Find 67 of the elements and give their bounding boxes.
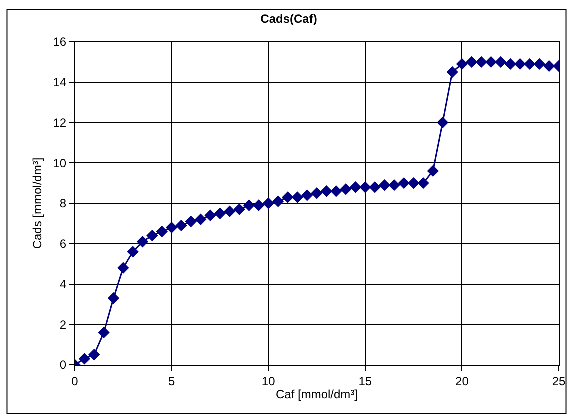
point	[88, 349, 100, 361]
point	[262, 198, 274, 210]
point	[320, 186, 333, 198]
point	[534, 58, 546, 70]
chart-title: Cads(Caf)	[260, 12, 318, 26]
point	[301, 190, 314, 202]
point	[446, 66, 458, 78]
point	[378, 179, 391, 192]
y-tick-label: 2	[60, 318, 67, 332]
point	[504, 58, 516, 70]
point	[156, 226, 168, 238]
point	[485, 56, 498, 68]
point	[282, 192, 294, 204]
x-tick-label: 15	[358, 374, 372, 388]
y-axis-title: Cads [mmol/dm³]	[30, 158, 45, 250]
point	[427, 165, 440, 178]
point	[136, 236, 149, 248]
point	[185, 216, 198, 228]
point	[78, 353, 91, 365]
point	[98, 326, 110, 339]
y-tick-label: 16	[53, 35, 67, 50]
x-tick-label: 0	[72, 374, 79, 388]
y-tick-label: 14	[53, 76, 67, 90]
point	[311, 188, 323, 200]
point	[408, 177, 420, 190]
y-tick-label: 4	[60, 277, 67, 292]
point	[234, 204, 246, 216]
point	[224, 206, 236, 218]
point	[418, 177, 430, 190]
point	[543, 60, 556, 72]
point	[330, 186, 342, 198]
y-tick-label: 8	[60, 196, 67, 211]
y-tick-label: 6	[60, 237, 67, 252]
point	[466, 56, 478, 68]
point	[253, 200, 265, 212]
point	[476, 56, 488, 68]
point	[514, 58, 526, 70]
point	[398, 177, 410, 190]
point	[204, 210, 216, 222]
point	[388, 179, 400, 192]
point	[146, 230, 158, 242]
point	[176, 220, 188, 232]
point	[166, 222, 178, 234]
point	[360, 182, 372, 194]
point	[436, 116, 449, 129]
x-tick-label: 5	[168, 374, 176, 388]
x-axis-title: Caf [mmol/dm³]	[276, 387, 358, 402]
point	[495, 56, 507, 68]
point	[127, 246, 139, 258]
x-tick-label: 25	[552, 374, 566, 388]
point	[272, 196, 284, 208]
point	[369, 182, 381, 194]
point	[524, 58, 536, 70]
point	[456, 58, 468, 70]
point	[214, 208, 226, 220]
x-tick-label: 10	[262, 374, 276, 388]
point	[194, 214, 207, 226]
y-tick-label: 10	[53, 156, 67, 170]
y-tick-label: 12	[53, 116, 67, 130]
point	[350, 182, 362, 194]
x-tick-label: 20	[456, 374, 470, 388]
point	[108, 292, 120, 304]
point	[340, 184, 352, 196]
point	[118, 262, 130, 274]
y-tick-label: 0	[60, 358, 67, 372]
point	[243, 200, 256, 212]
point	[292, 192, 304, 204]
